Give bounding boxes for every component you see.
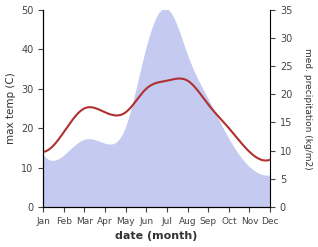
Y-axis label: med. precipitation (kg/m2): med. precipitation (kg/m2) (303, 48, 313, 169)
Y-axis label: max temp (C): max temp (C) (5, 72, 16, 144)
X-axis label: date (month): date (month) (115, 231, 198, 242)
